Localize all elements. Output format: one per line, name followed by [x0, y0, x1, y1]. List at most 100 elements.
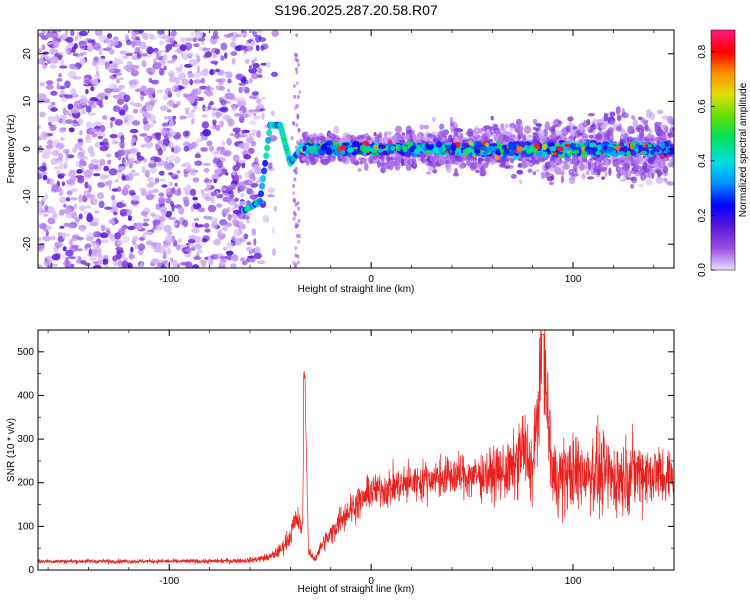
noise-blob: [69, 240, 73, 246]
line-blob: [395, 144, 402, 152]
noise-blob: [122, 257, 128, 262]
halo-blob: [594, 122, 601, 130]
noise-blob: [238, 82, 246, 86]
halo-blob: [327, 154, 331, 162]
noise-blob: [172, 115, 177, 120]
halo-blob: [616, 114, 622, 122]
noise-blob: [152, 188, 159, 194]
noise-blob: [129, 251, 134, 260]
noise-blob: [145, 141, 154, 149]
noise-blob: [162, 144, 167, 152]
halo-blob: [541, 138, 548, 142]
halo-blob: [483, 125, 492, 129]
noise-blob: [132, 30, 140, 33]
noise-blob: [171, 30, 177, 37]
noise-blob: [211, 35, 220, 40]
noise-blob: [49, 64, 57, 69]
noise-blob: [119, 209, 128, 213]
noise-blob: [209, 257, 213, 264]
noise-blob: [196, 55, 201, 63]
halo-blob: [561, 127, 569, 136]
noise-blob: [67, 103, 74, 110]
noise-blob: [225, 172, 229, 176]
halo-blob: [409, 134, 413, 140]
noise-blob: [197, 207, 206, 213]
halo-blob: [658, 121, 663, 126]
noise-blob: [251, 228, 257, 236]
noise-blob: [177, 238, 182, 244]
noise-blob: [193, 79, 202, 84]
noise-blob: [239, 134, 248, 138]
noise-blob: [173, 216, 177, 222]
halo-blob: [585, 160, 590, 165]
noise-blob: [200, 40, 205, 46]
noise-blob: [102, 115, 108, 120]
line-blob: [638, 144, 643, 149]
noise-blob: [250, 40, 256, 47]
noise-blob: [132, 172, 140, 177]
noise-blob: [49, 124, 57, 131]
noise-blob: [119, 140, 125, 149]
line-blob: [647, 143, 652, 148]
noise-blob: [296, 95, 300, 99]
noise-blob: [295, 33, 299, 38]
noise-blob: [107, 42, 111, 48]
spectrogram-ytick-label: -10: [22, 189, 33, 204]
halo-blob: [661, 115, 668, 120]
noise-blob: [145, 104, 154, 112]
halo-blob: [640, 173, 647, 181]
noise-blob: [59, 127, 66, 133]
spectrogram-ytick-label: 20: [22, 48, 33, 60]
noise-blob: [178, 63, 183, 72]
noise-blob: [141, 165, 146, 174]
noise-blob: [219, 120, 224, 128]
spectrogram-ytick-label: 10: [22, 95, 33, 107]
halo-blob: [637, 184, 645, 188]
halo-blob: [325, 136, 331, 142]
noise-blob: [221, 208, 229, 215]
halo-blob: [321, 158, 329, 166]
noise-blob: [294, 57, 298, 62]
chart-title: S196.2025.287.20.58.R07: [274, 2, 438, 18]
noise-blob: [191, 118, 195, 125]
line-blob: [352, 140, 360, 148]
noise-blob: [257, 74, 263, 79]
halo-blob: [474, 125, 479, 132]
noise-blob: [64, 80, 71, 89]
noise-blob: [121, 260, 129, 268]
noise-blob: [85, 88, 89, 95]
noise-blob: [231, 35, 237, 42]
noise-blob: [115, 72, 123, 76]
noise-blob: [131, 41, 137, 46]
noise-blob: [203, 223, 210, 228]
halo-blob: [630, 154, 634, 163]
noise-blob: [103, 165, 110, 172]
noise-blob: [63, 260, 72, 267]
noise-blob: [295, 70, 299, 75]
noise-blob: [63, 109, 70, 116]
halo-blob: [388, 153, 397, 158]
noise-blob: [154, 177, 160, 184]
snr-ytick-label: 200: [17, 478, 34, 489]
noise-blob: [253, 238, 257, 246]
halo-blob: [427, 166, 434, 172]
halo-blob: [517, 163, 523, 168]
halo-blob: [490, 115, 494, 121]
noise-blob: [201, 238, 208, 243]
line-blob: [410, 145, 417, 150]
noise-blob: [240, 32, 246, 36]
halo-blob: [615, 160, 622, 165]
noise-blob: [268, 162, 273, 170]
halo-blob: [630, 183, 635, 189]
noise-blob: [47, 139, 53, 146]
noise-blob: [158, 49, 165, 54]
onset-blob: [260, 175, 267, 182]
line-blob: [580, 150, 588, 158]
noise-blob: [90, 159, 100, 164]
halo-blob: [548, 126, 555, 133]
noise-blob: [240, 113, 250, 119]
noise-blob: [50, 90, 58, 96]
noise-blob: [166, 210, 173, 216]
onset-blob: [266, 129, 273, 137]
halo-blob: [570, 129, 576, 137]
